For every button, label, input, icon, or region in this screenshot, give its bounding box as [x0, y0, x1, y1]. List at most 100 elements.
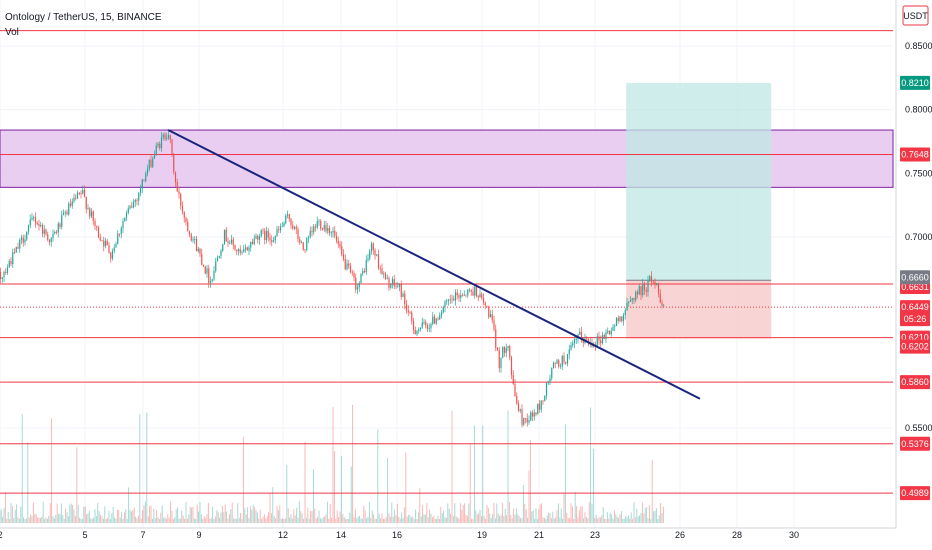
volume-bar: [605, 518, 607, 523]
candle: [600, 340, 602, 344]
candle: [260, 230, 262, 237]
volume-bar: [550, 518, 552, 523]
volume-bar: [349, 512, 351, 523]
volume-bar: [387, 457, 389, 523]
volume-bar: [381, 513, 383, 523]
volume-bar: [178, 518, 180, 523]
volume-bar: [139, 414, 141, 523]
candle: [62, 212, 65, 216]
candle: [136, 199, 138, 201]
volume-bar: [476, 514, 478, 523]
volume-bar: [7, 512, 9, 523]
volume-bar: [506, 515, 508, 523]
candle: [449, 299, 451, 301]
candle: [568, 349, 570, 355]
candle: [127, 208, 129, 213]
candle: [15, 246, 17, 253]
candle: [299, 239, 301, 243]
volume-bar: [223, 512, 225, 523]
volume-bar: [60, 503, 62, 523]
volume-bar: [210, 517, 212, 523]
volume-bar: [660, 503, 662, 523]
volume-bar: [237, 503, 239, 523]
candle: [80, 193, 82, 194]
volume-bar: [206, 513, 208, 523]
candle: [405, 304, 408, 311]
volume-bar: [606, 512, 608, 523]
volume-bar: [151, 518, 153, 523]
volume-bar: [518, 516, 520, 523]
volume-bar: [585, 516, 587, 523]
volume-bar: [416, 518, 418, 523]
candle: [386, 278, 388, 280]
candle: [160, 137, 163, 149]
volume-bar: [354, 509, 356, 523]
candle: [97, 227, 100, 238]
candle: [404, 293, 406, 305]
candle: [153, 154, 156, 159]
volume-bar: [128, 487, 130, 523]
candle: [642, 283, 644, 296]
volume-bar: [373, 514, 375, 523]
candle: [526, 418, 528, 423]
volume-bar: [123, 512, 125, 523]
candle: [573, 339, 576, 344]
y-tick-label: 0.8500: [905, 41, 932, 51]
volume-bar: [69, 504, 71, 523]
volume-bar: [181, 510, 183, 523]
position-stop-zone: [626, 280, 772, 339]
volume-bar: [403, 507, 405, 523]
volume-bar: [391, 502, 393, 523]
candle: [512, 375, 514, 384]
volume-bar: [107, 518, 109, 523]
candle: [216, 257, 219, 262]
candle: [43, 229, 45, 234]
candle: [281, 225, 283, 227]
candle: [416, 330, 418, 335]
volume-bar: [595, 514, 597, 523]
candle: [451, 298, 453, 300]
x-tick-label: 21: [534, 530, 544, 540]
candle: [206, 268, 208, 274]
volume-bar: [662, 506, 664, 523]
candle: [556, 360, 558, 364]
volume-bar: [81, 518, 83, 523]
volume-bar: [307, 507, 309, 523]
candle: [300, 242, 303, 244]
volume-bar: [399, 518, 401, 523]
candle: [166, 137, 168, 139]
candle: [510, 357, 513, 376]
volume-bar: [569, 518, 571, 523]
candle: [304, 249, 306, 251]
candle: [34, 217, 37, 223]
volume-bar: [650, 518, 652, 523]
volume-bar: [555, 517, 557, 523]
volume-bar: [524, 503, 526, 523]
volume-bar: [625, 516, 627, 523]
volume-bar: [363, 505, 365, 523]
volume-bar: [396, 503, 398, 523]
volume-bar: [475, 510, 477, 523]
volume-bar: [314, 508, 316, 523]
x-tick-label: 9: [196, 530, 201, 540]
volume-bar: [297, 517, 299, 523]
volume-bar: [385, 516, 387, 523]
volume-bar: [471, 518, 473, 523]
volume-bar: [501, 502, 503, 523]
candle: [52, 233, 54, 239]
volume-bar: [53, 518, 55, 523]
trendline-group[interactable]: [167, 129, 701, 400]
candle: [61, 215, 63, 227]
candle: [202, 264, 205, 267]
volume-bar: [654, 510, 656, 523]
level-price-tag: 0.5860: [901, 377, 929, 387]
level-price-tag: 0.7648: [901, 149, 929, 159]
volume-bar: [63, 518, 65, 523]
candle: [565, 362, 567, 364]
volume-bar: [150, 505, 152, 523]
volume-bar: [450, 513, 452, 523]
candle: [248, 247, 250, 251]
candle: [132, 202, 135, 208]
